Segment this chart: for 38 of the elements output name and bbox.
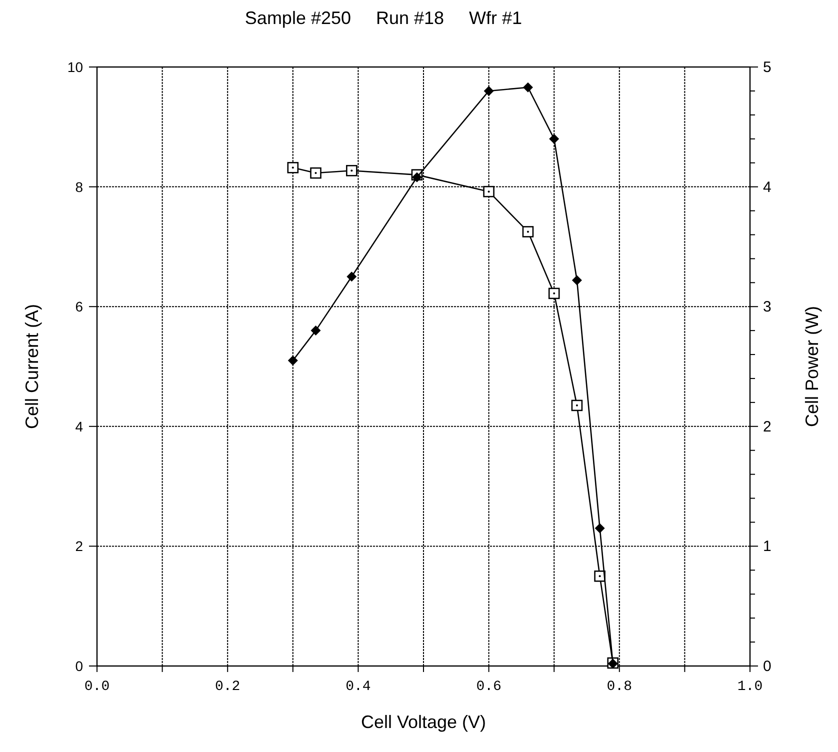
point: [412, 172, 422, 182]
x-tick-label: 0.0: [84, 679, 110, 695]
y2-tick-label: 2: [763, 418, 772, 436]
x-tick-label: 0.2: [214, 679, 240, 695]
x-tick-label: 0.6: [476, 679, 502, 695]
point: [549, 134, 560, 144]
y2-tick-label: 1: [763, 538, 772, 556]
x-tick-label: 0.4: [346, 679, 371, 695]
point: [346, 272, 357, 282]
y2-tick-label: 0: [763, 658, 772, 675]
y2-axis-title: Cell Power (W): [802, 306, 822, 428]
point: [483, 186, 494, 198]
y2-tick-label: 5: [763, 59, 772, 76]
y-axis-title: Cell Current (A): [22, 304, 42, 430]
point: [522, 226, 534, 238]
point: [572, 275, 582, 286]
point: [548, 288, 560, 300]
point: [522, 82, 533, 92]
point: [310, 167, 322, 179]
y-tick-label: 0: [75, 658, 84, 674]
point: [287, 162, 299, 174]
y-tick-label: 2: [75, 538, 84, 554]
y-tick-label: 4: [75, 418, 84, 434]
point: [594, 523, 605, 534]
chart-title: Sample #250 Run #18 Wfr #1: [244, 8, 522, 28]
y2-tick-label: 3: [763, 298, 772, 316]
point: [571, 400, 583, 412]
x-tick-label: 1.0: [737, 679, 763, 695]
y-tick-label: 10: [67, 59, 84, 75]
x-tick-label: 0.8: [606, 679, 632, 695]
y2-tick-label: 4: [763, 178, 772, 196]
point: [484, 86, 494, 96]
point: [346, 164, 358, 176]
y-tick-label: 6: [75, 298, 84, 315]
x-axis-title: Cell Voltage (V): [360, 712, 486, 732]
y-tick-label: 8: [75, 178, 84, 195]
point: [310, 326, 321, 336]
point: [288, 356, 298, 366]
